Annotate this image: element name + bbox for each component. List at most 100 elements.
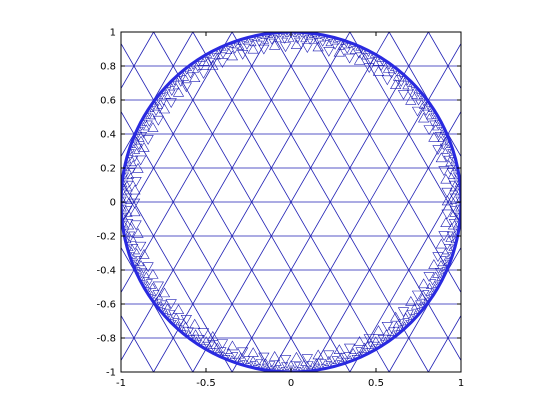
refined-triangle [168, 89, 176, 96]
refined-triangle [187, 67, 193, 71]
refined-triangle [231, 47, 239, 54]
refined-triangle [443, 262, 448, 267]
refined-triangle [161, 93, 166, 98]
refined-triangle [279, 355, 292, 365]
refined-triangle [393, 70, 398, 75]
refined-triangle [439, 129, 445, 134]
refined-triangle [428, 290, 433, 295]
refined-triangle [441, 209, 453, 220]
refined-triangle [452, 231, 457, 236]
refined-triangle [149, 282, 157, 289]
refined-triangle [418, 278, 430, 289]
refined-triangle [164, 303, 172, 310]
refined-triangle [443, 244, 451, 251]
y-tick-label: -0.8 [96, 334, 116, 345]
refined-triangle [147, 288, 152, 293]
refined-triangle [123, 175, 129, 180]
refined-triangle [122, 215, 128, 220]
refined-triangle [453, 223, 459, 228]
refined-triangle [337, 352, 345, 359]
mesh-line-diagonal-down [0, 32, 114, 372]
refined-triangle [222, 46, 227, 51]
refined-triangle [237, 40, 242, 45]
refined-triangle [331, 356, 339, 363]
refined-triangle [377, 334, 385, 342]
refined-triangle [190, 335, 196, 340]
refined-triangle [142, 135, 154, 145]
mesh-line-diagonal-down [121, 110, 272, 372]
mesh-line-diagonal-down [546, 32, 560, 372]
refined-triangle [300, 36, 308, 43]
refined-triangle [389, 67, 395, 71]
refined-triangle [320, 364, 326, 369]
refined-triangle [402, 77, 407, 82]
refined-triangle [237, 347, 249, 358]
refined-triangle [355, 52, 363, 59]
refined-triangle [137, 129, 143, 134]
refined-triangle [165, 299, 177, 310]
refined-triangle [213, 342, 221, 349]
refined-triangle [274, 359, 282, 366]
refined-triangle [262, 37, 270, 44]
refined-triangle [189, 318, 201, 329]
refined-triangle [125, 167, 130, 172]
refined-triangle [363, 63, 375, 74]
mesh-line-diagonal-up [121, 32, 194, 158]
refined-triangle [362, 348, 368, 353]
refined-triangle [316, 363, 322, 368]
mesh-line-diagonal-down [271, 32, 461, 362]
refined-triangle [410, 87, 416, 92]
refined-triangle [355, 347, 363, 354]
refined-triangle [187, 331, 193, 336]
refined-triangle [425, 106, 431, 110]
refined-triangle [258, 352, 270, 363]
refined-triangle [454, 220, 459, 225]
y-tick-label: -1 [106, 368, 116, 379]
refined-triangle [160, 99, 167, 106]
refined-triangle [169, 315, 175, 320]
refined-triangle [260, 35, 266, 40]
refined-triangle [296, 34, 302, 39]
refined-triangle [245, 38, 250, 43]
refined-triangle [147, 268, 159, 279]
refined-triangle [449, 185, 457, 192]
refined-triangle [156, 301, 161, 306]
refined-triangle [255, 40, 263, 47]
refined-triangle [316, 35, 322, 40]
refined-triangle [129, 184, 141, 195]
refined-triangle [396, 326, 401, 331]
mesh-line-diagonal-up [507, 32, 560, 372]
refined-triangle [455, 191, 460, 196]
refined-triangle [123, 180, 128, 185]
refined-triangle [192, 329, 200, 336]
refined-triangle [128, 156, 133, 161]
refined-triangle [452, 228, 458, 233]
refined-triangle [386, 335, 392, 340]
refined-triangle [125, 197, 133, 205]
refined-triangle [245, 360, 250, 365]
refined-triangle [130, 149, 135, 154]
refined-triangle [200, 340, 206, 345]
mesh-line-diagonal-down [349, 32, 461, 226]
refined-triangle [178, 76, 183, 80]
refined-triangle [128, 168, 136, 175]
x-tick-label: 1 [458, 378, 464, 389]
y-tick-label: 1 [110, 28, 116, 39]
refined-triangle [411, 290, 424, 301]
y-tick-label: 0 [110, 198, 116, 209]
refined-triangle [269, 39, 281, 50]
refined-triangle [422, 290, 430, 297]
refined-triangle [331, 43, 339, 50]
refined-triangle [226, 340, 239, 351]
refined-triangle [324, 362, 330, 366]
refined-triangle [312, 349, 324, 360]
y-tick-label: 0.6 [100, 96, 116, 107]
refined-triangle [290, 351, 303, 362]
refined-triangle [128, 244, 133, 249]
refined-triangle [361, 53, 369, 60]
refined-triangle [125, 210, 133, 217]
refined-triangle [122, 204, 127, 209]
refined-triangle [410, 92, 418, 99]
refined-triangle [343, 53, 356, 64]
refined-triangle [432, 124, 440, 131]
